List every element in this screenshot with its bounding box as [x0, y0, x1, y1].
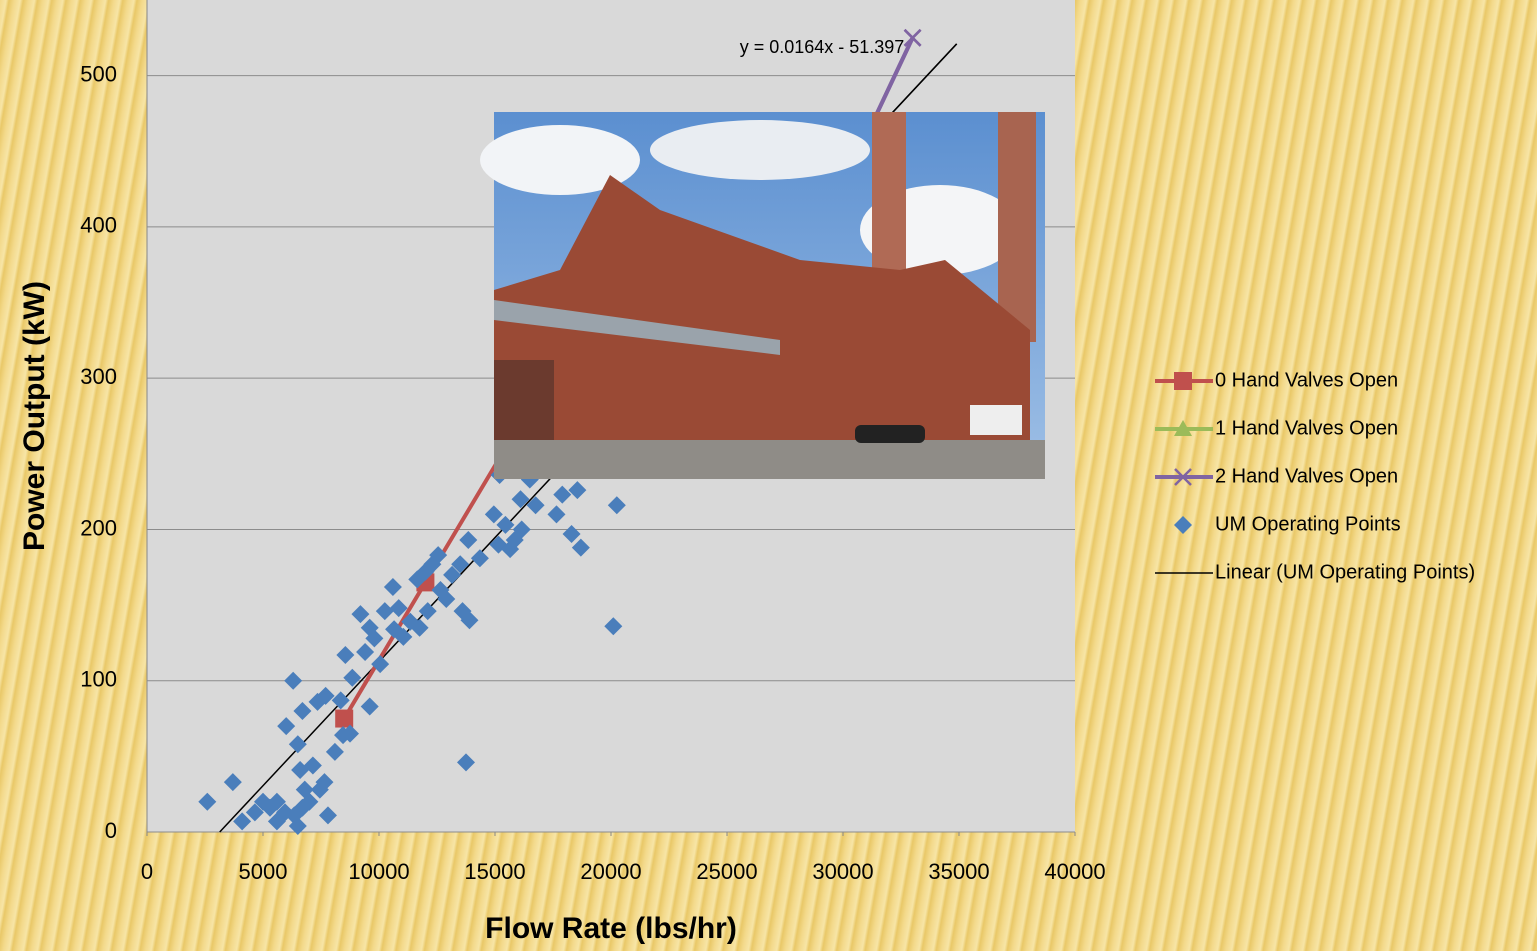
marker — [233, 812, 252, 831]
marker — [383, 577, 402, 596]
marker — [484, 505, 503, 524]
legend-marker — [1174, 372, 1192, 390]
marker — [512, 520, 531, 539]
marker — [429, 546, 448, 565]
y-axis-title: Power Output (kW) — [18, 281, 51, 551]
marker — [607, 496, 626, 515]
marker — [437, 590, 456, 609]
marker — [267, 792, 286, 811]
x-tick-label: 0 — [141, 859, 153, 884]
y-tick-label: 500 — [80, 61, 117, 86]
marker — [315, 773, 334, 792]
legend-label: 0 Hand Valves Open — [1215, 369, 1398, 391]
x-axis-title: Flow Rate (lbs/hr) — [485, 912, 737, 945]
marker — [356, 642, 375, 661]
marker — [245, 803, 264, 822]
ground — [494, 440, 1045, 479]
building — [494, 175, 1030, 440]
marker — [457, 753, 475, 772]
marker — [285, 806, 304, 825]
cloud — [480, 125, 640, 195]
marker — [295, 780, 314, 799]
marker — [604, 617, 623, 636]
marker — [496, 515, 515, 534]
pipe — [494, 300, 780, 355]
marker — [460, 611, 479, 630]
chimney — [998, 112, 1036, 342]
x-tick-label: 25000 — [696, 859, 757, 884]
marker — [547, 505, 566, 524]
marker — [288, 735, 307, 754]
visible-marks — [875, 28, 958, 112]
legend-label: 2 Hand Valves Open — [1215, 465, 1398, 487]
marker — [408, 570, 427, 589]
marker — [903, 28, 922, 47]
x-tick-label: 10000 — [348, 859, 409, 884]
marker — [375, 602, 394, 621]
marker — [418, 602, 437, 621]
marker — [198, 792, 217, 811]
marker — [443, 565, 462, 584]
photo — [480, 112, 1045, 479]
marker — [341, 724, 359, 743]
series-line — [875, 36, 915, 112]
marker — [325, 742, 344, 761]
car — [855, 425, 925, 443]
x-tick-label: 35000 — [928, 859, 989, 884]
marker — [526, 496, 545, 515]
legend-label: Linear (UM Operating Points) — [1215, 561, 1475, 583]
legend-label: 1 Hand Valves Open — [1215, 417, 1398, 439]
y-tick-label: 0 — [105, 818, 117, 843]
marker — [553, 485, 572, 504]
legend-marker — [1174, 468, 1192, 486]
y-tick-label: 400 — [80, 213, 117, 238]
marker — [410, 618, 429, 637]
marker — [470, 549, 489, 568]
wall — [494, 360, 554, 445]
marker — [360, 697, 379, 716]
x-tick-label: 30000 — [812, 859, 873, 884]
marker — [371, 655, 390, 674]
y-tick-label: 300 — [80, 364, 117, 389]
marker — [293, 701, 312, 720]
marker — [360, 618, 379, 637]
marker — [316, 686, 335, 705]
legend: 0 Hand Valves Open 1 Hand Valves Open 2 Ha… — [1155, 369, 1475, 583]
marker — [451, 555, 470, 574]
marker — [331, 691, 350, 710]
marker — [571, 538, 590, 557]
marker — [511, 490, 530, 509]
legend-marker — [1174, 516, 1192, 534]
marker — [343, 668, 362, 687]
x-tick-label: 20000 — [580, 859, 641, 884]
marker — [303, 756, 322, 775]
marker — [385, 620, 404, 639]
legend-label: UM Operating Points — [1215, 513, 1401, 535]
marker — [351, 605, 370, 624]
y-tick-label: 200 — [80, 515, 117, 540]
x-tick-label: 40000 — [1044, 859, 1105, 884]
marker — [459, 531, 478, 550]
cloud — [650, 120, 870, 180]
y-tick-label: 100 — [80, 667, 117, 692]
x-tick-label: 15000 — [464, 859, 525, 884]
x-tick-label: 5000 — [239, 859, 288, 884]
legend-marker — [1174, 420, 1192, 436]
marker — [277, 717, 296, 736]
marker — [223, 773, 242, 792]
marker — [389, 599, 408, 618]
marker — [568, 481, 587, 500]
trendline-equation: y = 0.0164x - 51.397 — [740, 37, 905, 57]
marker — [501, 540, 520, 559]
marker — [562, 524, 581, 543]
marker — [335, 709, 354, 728]
van — [970, 405, 1022, 435]
marker — [284, 671, 303, 690]
marker — [318, 806, 337, 825]
marker — [336, 646, 355, 665]
